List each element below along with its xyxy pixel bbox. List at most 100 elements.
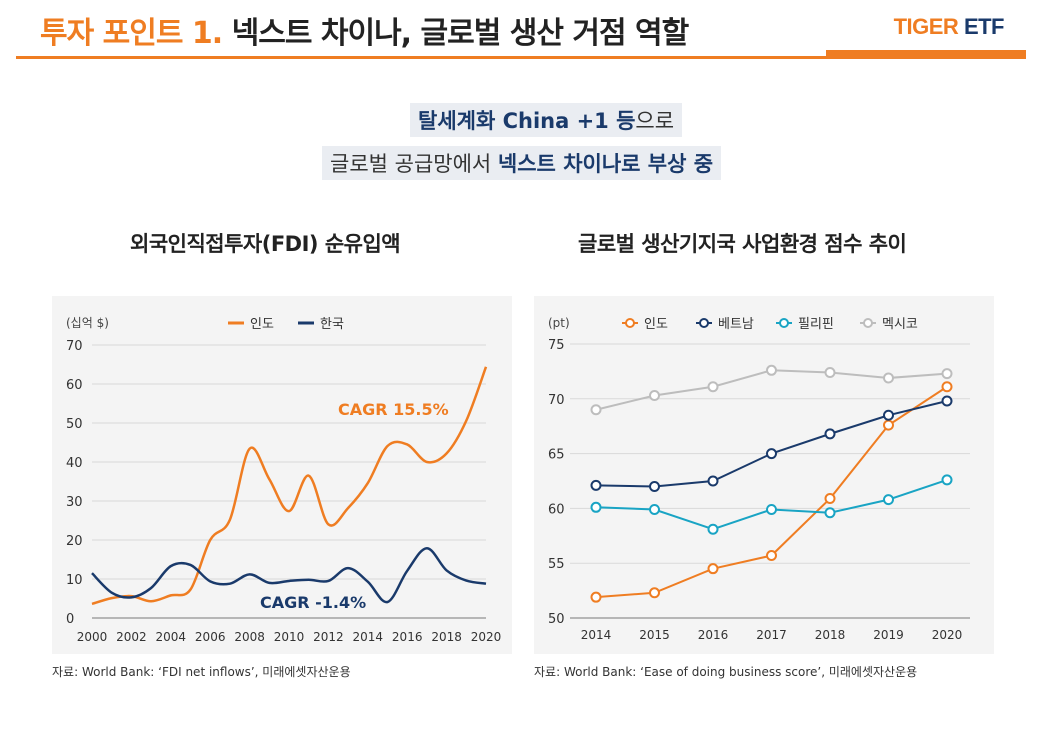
header: 투자 포인트 1. 넥스트 차이나, 글로벌 생산 거점 역할 TIGER ET…: [40, 4, 1030, 60]
header-divider: [16, 56, 1026, 59]
data-point: [649, 390, 660, 402]
y-tick-label: 60: [548, 502, 565, 517]
legend-marker: [779, 318, 789, 328]
cagr-annotation-korea: CAGR -1.4%: [260, 593, 366, 612]
page-title-text: 넥스트 차이나, 글로벌 생산 거점 역할: [231, 16, 690, 51]
data-point: [649, 503, 660, 515]
data-point: [883, 419, 894, 431]
data-point: [941, 395, 953, 407]
series-line: [595, 400, 948, 488]
data-point: [941, 368, 953, 380]
legend-label: 필리핀: [798, 317, 834, 332]
data-point: [707, 563, 719, 575]
data-point: [590, 479, 602, 491]
x-tick-label: 2017: [756, 628, 787, 642]
series-line: [91, 546, 487, 604]
x-tick-label: 2018: [815, 628, 846, 642]
series-line: [595, 385, 948, 599]
data-point: [707, 523, 719, 535]
page-title: 투자 포인트 1. 넥스트 차이나, 글로벌 생산 거점 역할: [40, 8, 690, 52]
data-point: [707, 475, 719, 487]
unit-label: (십억 $): [66, 316, 109, 330]
data-point: [883, 409, 894, 421]
right-chart-source: 자료: World Bank: ‘Ease of doing business …: [534, 665, 918, 679]
y-tick-label: 65: [548, 448, 565, 463]
unit-label: (pt): [548, 316, 570, 330]
x-tick-label: 2018: [431, 630, 462, 644]
subtitle-line-1-normal: 으로: [635, 109, 675, 133]
legend-label: 베트남: [718, 317, 754, 332]
data-point: [590, 501, 602, 513]
legend-marker: [863, 318, 873, 328]
y-tick-label: 50: [66, 417, 83, 432]
x-tick-label: 2020: [471, 630, 502, 644]
data-point: [883, 494, 894, 506]
fdi-line-chart: 0 10 20 30 40 50 60 70 2000 2002 2004 2006 2008 2010 2…: [66, 316, 502, 644]
subtitle-line-2-bold: 넥스트 차이나로 부상 중: [497, 152, 714, 176]
data-point: [824, 493, 836, 505]
y-tick-label: 0: [66, 612, 74, 627]
data-point: [590, 404, 602, 416]
logo-etf: ETF: [963, 14, 1005, 39]
data-point: [766, 503, 777, 515]
subtitle-line-1: 탈세계화 China +1 등으로: [410, 103, 683, 137]
data-point: [766, 550, 777, 562]
data-point: [707, 381, 719, 393]
data-point: [824, 428, 836, 440]
logo-tiger: TIGER: [893, 14, 959, 39]
x-tick-label: 2012: [313, 630, 344, 644]
legend-label: 한국: [320, 317, 344, 332]
data-point: [649, 480, 660, 492]
y-tick-label: 70: [66, 339, 83, 354]
data-point: [941, 381, 953, 393]
data-point: [941, 474, 953, 486]
left-chart-title: 외국인직접투자(FDI) 순유입액: [130, 232, 401, 256]
left-chart-panel: 0 10 20 30 40 50 60 70 2000 2002 2004 2006 2008 2010 2…: [52, 296, 512, 654]
data-point: [883, 372, 894, 384]
right-chart-panel: 50 55 60 65 70 75 2014 2015 2016 2017 2018 2019 2020…: [534, 296, 994, 654]
subtitle-line-1-bold: 탈세계화 China +1 등: [418, 109, 636, 133]
x-tick-label: 2002: [116, 630, 147, 644]
legend-label: 인도: [644, 317, 668, 332]
tiger-etf-logo: TIGER ETF: [893, 14, 1005, 40]
x-tick-label: 2008: [234, 630, 265, 644]
data-point: [766, 448, 777, 460]
data-point: [766, 364, 777, 376]
page-title-accent: 투자 포인트 1.: [40, 16, 223, 51]
right-chart-title: 글로벌 생산기지국 사업환경 점수 추이: [578, 232, 907, 256]
cagr-annotation-india: CAGR 15.5%: [338, 400, 449, 419]
data-point: [590, 591, 602, 603]
legend-marker: [625, 318, 635, 328]
y-tick-label: 50: [548, 612, 565, 627]
y-tick-label: 10: [66, 573, 83, 588]
x-tick-label: 2004: [156, 630, 187, 644]
y-tick-label: 75: [548, 338, 565, 353]
y-tick-label: 60: [66, 378, 83, 393]
x-tick-label: 2019: [873, 628, 904, 642]
left-chart-source: 자료: World Bank: ‘FDI net inflows’, 미래에셋자…: [52, 665, 351, 679]
y-tick-label: 20: [66, 534, 83, 549]
header-accent-bar: [826, 50, 1026, 59]
x-tick-label: 2014: [581, 628, 612, 642]
y-tick-label: 55: [548, 557, 565, 572]
legend-label: 인도: [250, 317, 274, 332]
y-tick-label: 70: [548, 393, 565, 408]
data-point: [649, 587, 660, 599]
x-tick-label: 2020: [932, 628, 963, 642]
data-point: [824, 507, 836, 519]
subtitle-line-2: 글로벌 공급망에서 넥스트 차이나로 부상 중: [322, 146, 722, 180]
series-line: [595, 369, 948, 411]
legend-marker: [699, 318, 709, 328]
y-tick-label: 40: [66, 456, 83, 471]
series-line: [91, 366, 488, 606]
x-tick-label: 2015: [639, 628, 670, 642]
x-tick-label: 2014: [353, 630, 384, 644]
business-score-line-chart: 50 55 60 65 70 75 2014 2015 2016 2017 2018 2019 2020…: [548, 316, 970, 642]
x-tick-label: 2016: [392, 630, 423, 644]
data-point: [824, 366, 836, 378]
x-tick-label: 2016: [698, 628, 729, 642]
x-tick-label: 2010: [274, 630, 305, 644]
x-tick-label: 2000: [77, 630, 108, 644]
y-tick-label: 30: [66, 495, 83, 510]
subtitle-line-2-normal: 글로벌 공급망에서: [330, 152, 498, 176]
